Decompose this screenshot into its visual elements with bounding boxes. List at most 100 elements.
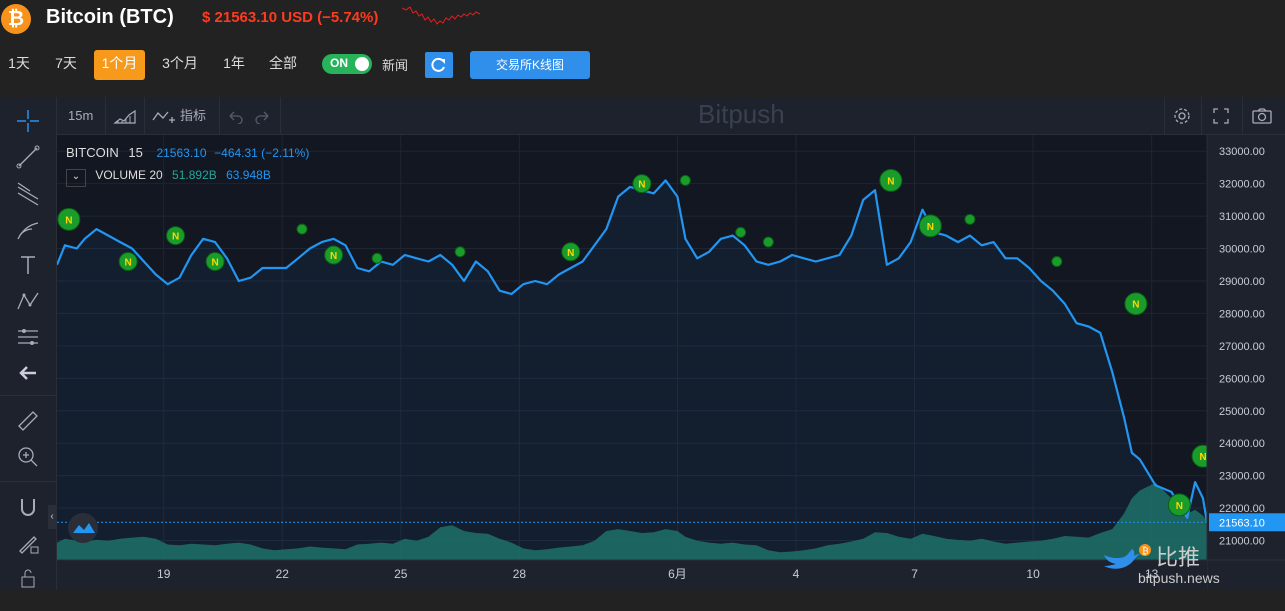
undo-icon[interactable] bbox=[227, 108, 243, 124]
news-marker-label: N bbox=[567, 248, 574, 259]
price-area bbox=[57, 180, 1207, 560]
sparkline-icon bbox=[402, 6, 481, 25]
news-marker bbox=[296, 223, 308, 235]
measure-icon[interactable] bbox=[14, 323, 42, 351]
price-tick-label: 27000.00 bbox=[1219, 341, 1265, 353]
trendline-icon[interactable] bbox=[14, 143, 42, 171]
fullscreen-icon[interactable] bbox=[1212, 107, 1230, 125]
lock-icon[interactable] bbox=[14, 563, 42, 591]
news-marker bbox=[1051, 256, 1063, 268]
news-marker bbox=[1167, 493, 1191, 517]
toolbar-divider bbox=[0, 395, 56, 396]
exchange-kline-button[interactable]: 交易所K线图 bbox=[470, 51, 590, 79]
news-marker bbox=[561, 242, 581, 262]
news-marker bbox=[454, 246, 466, 258]
text-icon[interactable] bbox=[14, 251, 42, 279]
toolbar-divider bbox=[0, 481, 56, 482]
range-3m[interactable]: 3个月 bbox=[162, 55, 198, 71]
interval-selector[interactable]: 15m bbox=[68, 108, 94, 123]
lock-drawing-icon[interactable] bbox=[14, 529, 42, 557]
news-marker bbox=[57, 207, 81, 231]
volume-label: VOLUME 20 bbox=[95, 168, 163, 182]
collapse-legend-button[interactable]: ⌄ bbox=[66, 169, 86, 187]
news-marker bbox=[679, 174, 691, 186]
news-marker-label: N bbox=[1176, 501, 1183, 512]
redo-icon[interactable] bbox=[255, 108, 271, 124]
range-all[interactable]: 全部 bbox=[269, 55, 297, 71]
news-marker bbox=[324, 245, 344, 265]
zoom-in-icon[interactable] bbox=[14, 443, 42, 471]
brush-icon[interactable] bbox=[14, 215, 42, 243]
news-marker bbox=[964, 213, 976, 225]
time-tick-label: 25 bbox=[394, 567, 408, 581]
time-tick-label: 19 bbox=[157, 567, 171, 581]
news-toggle[interactable]: ON bbox=[322, 54, 372, 74]
drawing-toolbar: ‹ bbox=[0, 97, 57, 590]
news-marker-label: N bbox=[211, 258, 218, 269]
news-marker-label: N bbox=[1199, 452, 1206, 463]
price-tick-label: 30000.00 bbox=[1219, 244, 1265, 256]
time-tick-label: 6月 bbox=[668, 567, 687, 581]
price-tick-label: 23000.00 bbox=[1219, 471, 1265, 483]
magnet-icon[interactable] bbox=[14, 493, 42, 521]
price-line bbox=[57, 179, 1209, 523]
refresh-button[interactable] bbox=[425, 52, 453, 78]
news-marker-label: N bbox=[172, 232, 179, 243]
chart-legend: BITCOIN 15 21563.10 −464.31 (−2.11%) bbox=[66, 145, 309, 160]
brand-name: 比推 bbox=[1156, 545, 1201, 570]
price-tick-label: 21000.00 bbox=[1219, 536, 1265, 548]
news-marker-label: N bbox=[638, 180, 645, 191]
collapse-toolbar-button[interactable]: ‹ bbox=[48, 505, 56, 529]
indicators-label[interactable]: 指标 bbox=[180, 108, 207, 123]
news-marker bbox=[166, 226, 186, 246]
time-tick-label: 4 bbox=[793, 567, 800, 581]
time-tick-label: 13 bbox=[1145, 567, 1159, 581]
crosshair-icon[interactable] bbox=[14, 107, 42, 135]
page-title: Bitcoin (BTC) bbox=[46, 6, 174, 28]
current-price-label: 21563.10 bbox=[1219, 517, 1265, 529]
toggle-knob bbox=[355, 57, 369, 71]
pattern-icon[interactable] bbox=[14, 287, 42, 315]
tv-logo-mark bbox=[73, 523, 95, 533]
brand-url: bitpush.news bbox=[1138, 570, 1220, 586]
price-tick-label: 32000.00 bbox=[1219, 179, 1265, 191]
price-tick-label: 24000.00 bbox=[1219, 438, 1265, 450]
legend-value: 21563.10 bbox=[156, 146, 207, 160]
bird-logo-icon: ₿ bbox=[1104, 544, 1151, 569]
time-tick-label: 10 bbox=[1026, 567, 1040, 581]
back-arrow-icon[interactable] bbox=[14, 359, 42, 387]
chart-widget: ‹ 15m 指标 Bitpush N N N N N N N N N N N N 33000.00 320… bbox=[0, 97, 1285, 590]
range-1d[interactable]: 1天 bbox=[8, 55, 30, 71]
volume-area bbox=[57, 482, 1207, 560]
price-tick-label: 33000.00 bbox=[1219, 146, 1265, 158]
ruler-icon[interactable] bbox=[14, 407, 42, 435]
time-tick-label: 7 bbox=[911, 567, 918, 581]
camera-icon[interactable] bbox=[1251, 107, 1273, 125]
settings-icon[interactable] bbox=[1172, 106, 1192, 126]
price-tick-label: 28000.00 bbox=[1219, 308, 1265, 320]
legend-symbol: BITCOIN bbox=[66, 145, 119, 160]
news-marker-label: N bbox=[65, 215, 72, 226]
news-marker bbox=[371, 252, 383, 264]
price-chart[interactable]: N N N N N N N N N N N N 33000.00 32000.00 31000.00 3000… bbox=[57, 135, 1285, 590]
indicators-icon[interactable] bbox=[151, 106, 177, 126]
chart-type-icon[interactable] bbox=[113, 105, 137, 127]
news-marker-label: N bbox=[927, 222, 934, 233]
news-marker-label: N bbox=[887, 176, 894, 187]
fib-icon[interactable] bbox=[14, 179, 42, 207]
price-tick-label: 22000.00 bbox=[1219, 503, 1265, 515]
news-marker bbox=[879, 168, 903, 192]
range-1y[interactable]: 1年 bbox=[223, 55, 245, 71]
time-axis bbox=[57, 560, 1207, 590]
price-change: $ 21563.10 USD (−5.74%) bbox=[202, 9, 379, 26]
range-7d[interactable]: 7天 bbox=[55, 55, 77, 71]
plot-background bbox=[57, 135, 1207, 560]
bitcoin-logo-icon: ₿ bbox=[1, 4, 31, 34]
range-1m[interactable]: 1个月 bbox=[94, 50, 145, 80]
news-marker bbox=[1124, 292, 1148, 316]
volume-value-1: 51.892B bbox=[172, 168, 217, 182]
news-marker-label: N bbox=[1132, 300, 1139, 311]
time-tick-label: 28 bbox=[513, 567, 527, 581]
news-marker bbox=[205, 252, 225, 272]
price-tick-label: 26000.00 bbox=[1219, 373, 1265, 385]
